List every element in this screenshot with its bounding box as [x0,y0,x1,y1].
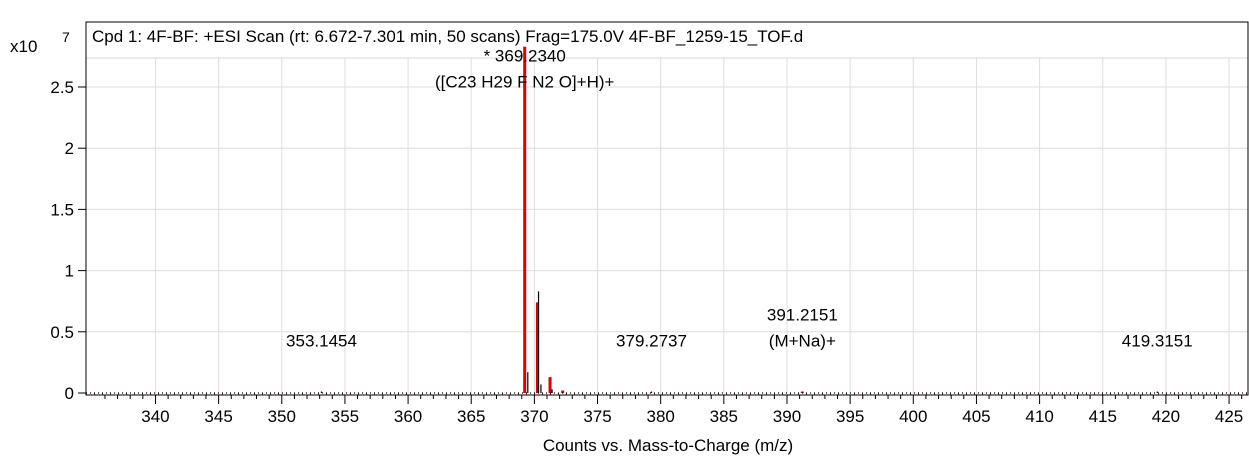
x-tick-label: 385 [710,407,738,426]
peak-label: (M+Na)+ [769,331,836,350]
x-tick-label: 400 [899,407,927,426]
axes: 340 345 350 355 360 365 370 375 380 385 390 395 400 4… [50,21,1249,426]
x-tick-label: 360 [394,407,422,426]
x-tick-label: 410 [1025,407,1053,426]
x-tick-label: 370 [520,407,548,426]
x-tick-label: 395 [836,407,864,426]
peak-annotations: * 369.2340 ([C23 H29 F N2 O]+H)+ 353.1454 3… [286,46,1193,350]
y-tick-label: 0.5 [50,323,74,342]
y-tick-label: 1.5 [50,200,74,219]
peak-label: * 369.2340 [484,46,566,65]
x-tick-label: 340 [141,407,169,426]
baseline-noise [86,392,1248,395]
chart-title: Cpd 1: 4F-BF: +ESI Scan (rt: 6.672-7.301… [92,27,803,46]
y-tick-label: 1 [65,262,74,281]
x-tick-label: 365 [457,407,485,426]
spectrum-peaks [320,46,1158,393]
y-axis-exponent: 7 [62,29,70,45]
x-tick-label: 390 [773,407,801,426]
y-tick-label: 2.5 [50,78,74,97]
x-tick-label: 415 [1089,407,1117,426]
y-tick-label: 2 [65,139,74,158]
x-tick-label: 425 [1215,407,1243,426]
x-tick-label: 405 [962,407,990,426]
x-tick-label: 380 [646,407,674,426]
x-tick-label: 375 [583,407,611,426]
peak-label: 379.2737 [616,331,687,350]
x-tick-label: 355 [331,407,359,426]
x-axis-label: Counts vs. Mass-to-Charge (m/z) [543,436,793,455]
x-tick-label: 420 [1152,407,1180,426]
peak-label: 391.2151 [767,305,838,324]
peak-label: 353.1454 [286,331,357,350]
y-tick-label: 0 [65,384,74,403]
peak-label: 419.3151 [1122,331,1193,350]
plot-frame [85,21,1249,396]
x-tick-label: 345 [204,407,232,426]
grid [86,57,1248,395]
peak-label: ([C23 H29 F N2 O]+H)+ [435,72,615,91]
y-axis-multiplier: x10 [10,37,37,56]
x-tick-label: 350 [268,407,296,426]
